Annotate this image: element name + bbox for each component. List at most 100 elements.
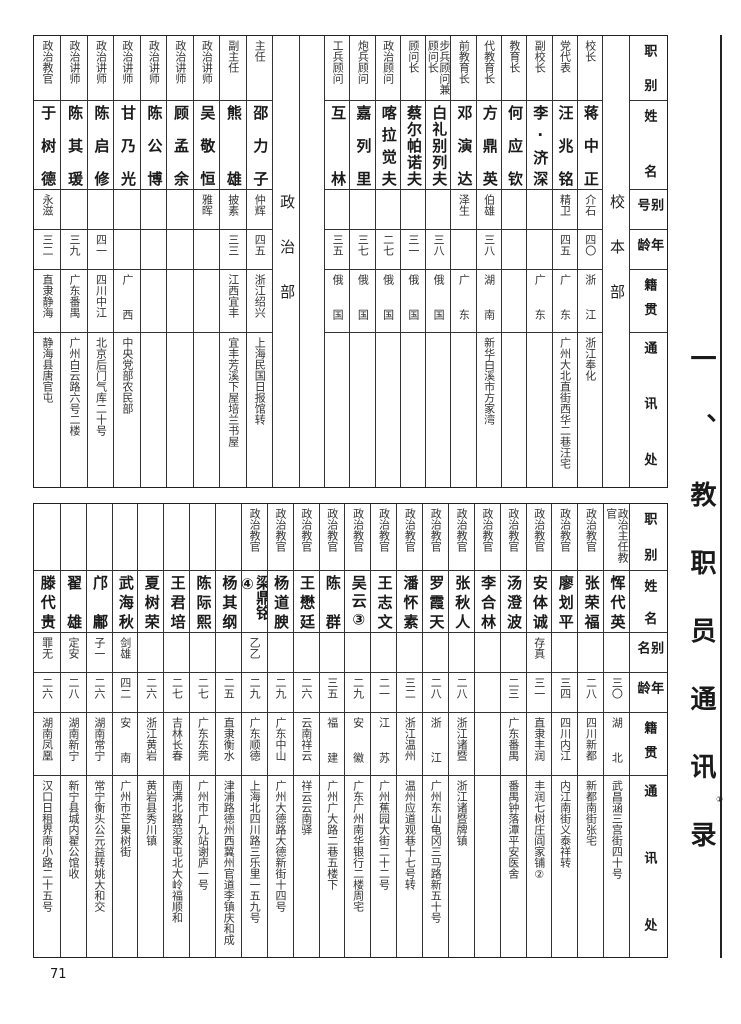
staff-native: 浙江黄岩 [144, 717, 158, 762]
cell-role: 炮兵顾问 [350, 36, 375, 101]
staff-column: 前教育长 邓演达 泽生 广东 [450, 36, 476, 487]
staff-column: 政治讲师 陈其瑗 三九 广东番禺 广州白云路六号二楼 [60, 36, 87, 487]
cell-name: 嘉列里 [350, 101, 375, 191]
staff-age: 三二 [41, 234, 54, 257]
staff-native: 安南 [118, 717, 132, 763]
staff-name: 嘉列里 [354, 104, 373, 186]
staff-role: 代教育长 [482, 40, 496, 84]
staff-name: 恽代英 [608, 574, 627, 629]
staff-age: 二九 [273, 677, 287, 700]
cell-age [474, 673, 500, 714]
cell-role: 政治主任教官 [604, 504, 630, 571]
cell-native: 四川新都 [578, 713, 604, 776]
staff-role: 政治讲师 [94, 40, 108, 84]
staff-address: 广州蕉园大街二十二号 [377, 779, 391, 890]
staff-name: 邵力子 [251, 104, 270, 186]
cell-name: 李合林 [474, 571, 500, 634]
cell-name: 邝鄘 [86, 571, 112, 634]
cell-alias: 存真 [526, 633, 552, 674]
cell-native: 浙江诸暨 [448, 713, 474, 776]
cell-alias [397, 633, 423, 674]
cell-address: 番禺钟落潭平安医舍 [501, 776, 526, 957]
cell-name: 陈际熙 [190, 571, 216, 634]
staff-name: 蒋中正 [581, 104, 600, 186]
cell-native: 四川内江 [552, 713, 578, 776]
staff-age: 二七 [170, 677, 184, 700]
header-label-address: 通讯处 [641, 783, 657, 932]
cell-alias [267, 633, 293, 674]
staff-column: 政治讲师 陈启修 四一 四川中江 北京后门气库二十号 [86, 36, 114, 487]
cell-native: 俄国 [426, 270, 451, 333]
staff-role: 政治讲师 [67, 40, 81, 84]
cell-address: 广州市芒果树街 [113, 776, 138, 957]
cell-age: 四〇 [577, 230, 603, 270]
staff-role: 前教育长 [457, 40, 471, 84]
cell-native: 湖南 [476, 270, 502, 333]
staff-native: 浙江 [583, 274, 597, 320]
staff-age: 二八 [429, 677, 443, 700]
cell-alias [167, 190, 193, 231]
cell-native: 俄国 [400, 270, 426, 333]
cell-age: 二八 [578, 673, 604, 714]
cell-alias [552, 633, 578, 674]
cell-native: 云南祥云 [293, 713, 319, 776]
cell-name: 杨其纲 [216, 571, 241, 634]
staff-age: 三四 [558, 677, 572, 700]
header-cell: 别名 [630, 633, 667, 674]
staff-name: 潘怀素 [401, 574, 420, 629]
staff-native: 广东 [457, 274, 471, 320]
staff-address: 中央党部农民部 [120, 336, 134, 414]
cell-address: 津浦路德州西冀州官道李镇庆和成 [216, 776, 241, 957]
staff-alias: 子一 [92, 637, 106, 660]
cell-age: 二六 [138, 673, 164, 714]
staff-name: 滕代贵 [38, 574, 57, 629]
staff-name: 杨道腴 [272, 574, 291, 629]
cell-alias [604, 633, 630, 674]
cell-address: 上海民国日报馆转 [247, 333, 272, 487]
cell-native: 广东 [527, 270, 552, 333]
staff-column: 政治教官 于树德 永滋 三二 直隶静海 静海县唐官屯 [34, 36, 61, 487]
cell-native: 湖南新宁 [60, 713, 86, 776]
cell-address: 新宁县城内翟公馆收 [61, 776, 86, 957]
cell-native: 浙江 [423, 713, 448, 776]
staff-native: 俄国 [331, 274, 345, 320]
staff-age: 四二 [118, 677, 132, 700]
staff-age: 三〇 [610, 677, 624, 700]
staff-name: 陈启修 [92, 104, 111, 186]
staff-column: 代教育长 方鼎英 伯雄 三八 湖南 新华白溪市方家湾 [475, 36, 502, 487]
cell-role: 代教育长 [476, 36, 502, 101]
staff-native: 吉林长春 [170, 717, 184, 762]
cell-alias: 乙乙 [241, 633, 267, 674]
cell-native: 湖南常宁 [86, 713, 112, 776]
cell-age: 三九 [61, 230, 87, 270]
header-label-name: 姓名 [641, 108, 657, 178]
staff-alias: 仲辉 [253, 194, 267, 217]
cell-address [451, 333, 475, 487]
cell-age: 二八 [423, 673, 448, 714]
cell-alias: 精卫 [552, 190, 577, 231]
cell-age: 二七 [190, 673, 216, 714]
header-cell: 职别 [630, 504, 667, 571]
header-label-alias: 别名 [634, 641, 664, 655]
cell-role: 政治讲师 [193, 36, 220, 101]
cell-name: 罗霞天 [423, 571, 448, 634]
staff-age: 二九 [248, 677, 262, 700]
staff-alias: 罪无 [40, 637, 54, 660]
cell-role: 政治教官 [423, 504, 448, 571]
staff-native: 广东东莞 [196, 717, 210, 762]
cell-address [527, 333, 551, 487]
cell-native: 浙江绍兴 [246, 270, 273, 333]
cell-role: 政治教官 [345, 504, 371, 571]
header-cell: 籍贯 [630, 270, 667, 333]
cell-address: 广州大北直街西华二巷汪宅 [553, 333, 577, 487]
section-label-wrap [300, 36, 324, 487]
cell-address: 浙江奉化 [578, 333, 602, 487]
staff-address: 汉口日租界南小路二十五号 [40, 779, 54, 912]
staff-native: 直隶静海 [41, 274, 54, 318]
cell-role [190, 504, 216, 571]
staff-native: 湖南新宁 [66, 717, 80, 762]
staff-name: 张荣福 [582, 574, 601, 629]
cell-age: 三七 [350, 230, 375, 270]
cell-name: 滕代贵 [33, 571, 60, 634]
staff-address: 南满北路范家屯北大岭福顺和 [170, 779, 184, 923]
